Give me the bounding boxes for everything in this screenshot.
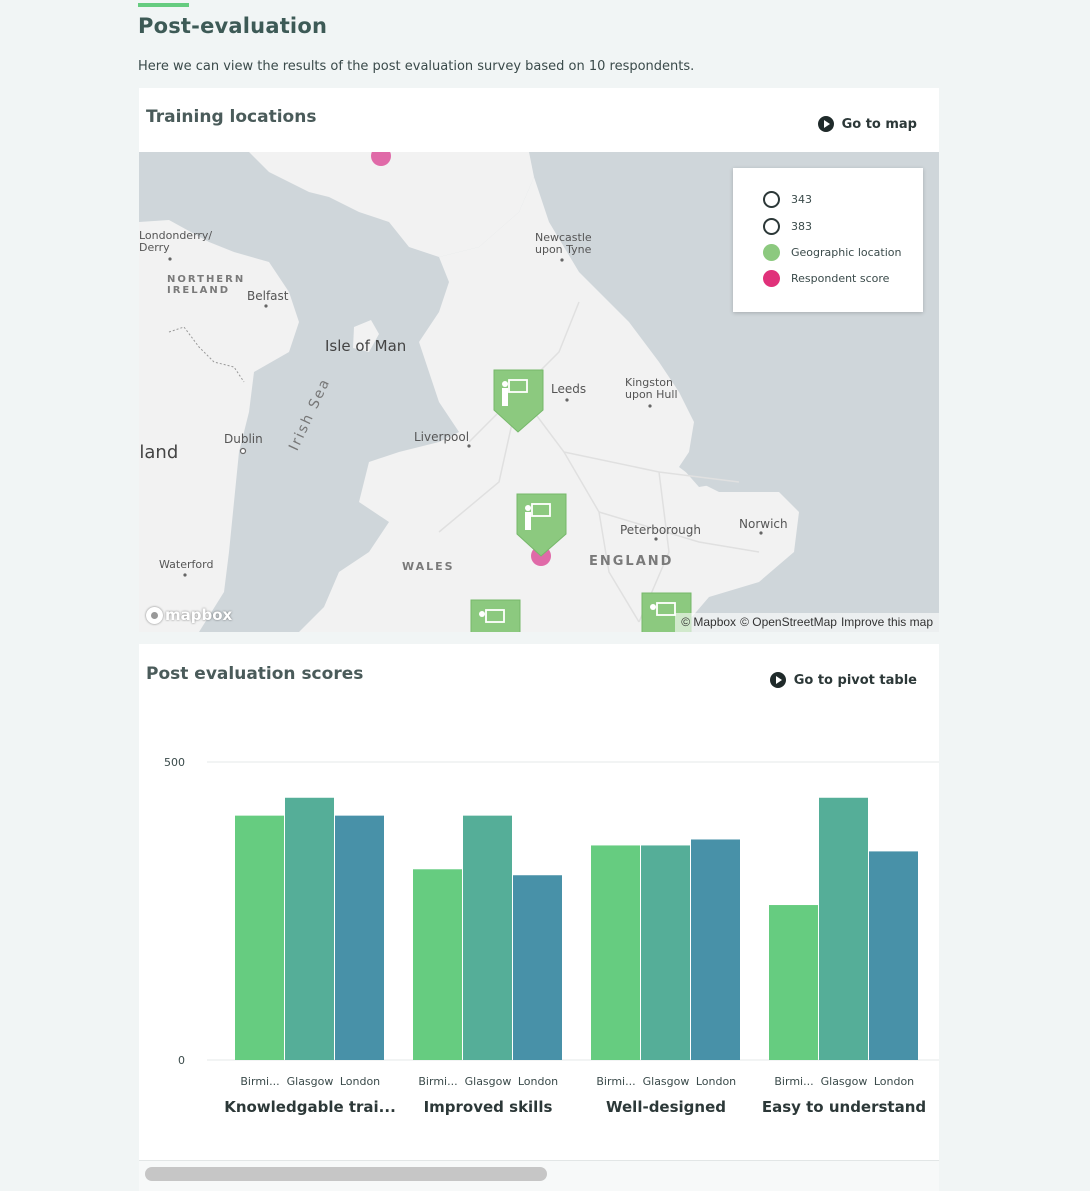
england-wales-land <box>299 177 799 632</box>
map-label-londonderry: Londonderry/ Derry <box>139 229 213 255</box>
map-label-peterborough: Peterborough <box>620 523 702 537</box>
y-tick-label: 0 <box>178 1054 185 1067</box>
bar-category-label: Glasgow <box>465 1075 512 1088</box>
map-label-norwich: Norwich <box>739 517 788 531</box>
bar-category-label: London <box>518 1075 558 1088</box>
legend-item-343[interactable]: 343 <box>763 191 812 208</box>
city-dots <box>168 257 763 577</box>
bar-category-label: Glasgow <box>643 1075 690 1088</box>
map-label-leeds: Leeds <box>551 382 587 396</box>
location-pin-leeds <box>493 369 544 433</box>
improve-map-link[interactable]: Improve this map <box>840 615 933 629</box>
scrollbar-thumb[interactable] <box>145 1167 547 1181</box>
bar-category-label: Birmi... <box>596 1075 635 1088</box>
legend-outline-circle-icon <box>763 191 780 208</box>
legend-green-circle-icon <box>763 244 780 261</box>
bar <box>641 845 690 1060</box>
bar-category-label: Birmi... <box>418 1075 457 1088</box>
ni-border <box>168 326 245 383</box>
map-label-northern-ireland: NORTHERN IRELAND <box>167 274 246 296</box>
bar <box>413 869 462 1060</box>
mapbox-logo-text: mapbox <box>165 606 233 624</box>
go-to-pivot-table-link[interactable]: Go to pivot table <box>769 672 917 688</box>
bar-category-label: Glasgow <box>287 1075 334 1088</box>
post-evaluation-scores-card: Post evaluation scores Go to pivot table… <box>139 644 939 1160</box>
training-locations-card: Training locations Go to map <box>139 88 939 632</box>
map-label-dublin: Dublin <box>224 432 263 446</box>
location-pin-birmingham <box>516 493 567 557</box>
group-label: Easy to understand <box>762 1098 926 1116</box>
map-label-wales: WALES <box>402 560 455 573</box>
map-label-liverpool: Liverpool <box>414 430 470 444</box>
mapbox-icon <box>146 606 163 624</box>
bar <box>869 851 918 1060</box>
mapbox-logo[interactable]: mapbox <box>146 606 232 624</box>
legend-label: 383 <box>791 220 812 233</box>
title-accent-bar <box>138 3 189 7</box>
bar <box>591 845 640 1060</box>
legend-item-respondent-score[interactable]: Respondent score <box>763 270 889 287</box>
isle-of-man-land <box>353 320 379 352</box>
map-label-newcastle: Newcastle upon Tyne <box>535 231 592 257</box>
bar-category-label: London <box>340 1075 380 1088</box>
map-label-waterford: Waterford <box>159 558 214 571</box>
bar-category-label: London <box>874 1075 914 1088</box>
legend-item-geographic-location[interactable]: Geographic location <box>763 244 901 261</box>
the-wash <box>684 452 729 487</box>
map-label-england: ENGLAND <box>589 554 674 569</box>
bar <box>691 839 740 1060</box>
map-label-ireland: Ireland <box>139 442 179 463</box>
ireland-land <box>139 220 299 632</box>
bar-category-label: Birmi... <box>240 1075 279 1088</box>
bar <box>335 815 384 1060</box>
legend-pink-circle-icon <box>763 270 780 287</box>
map-view[interactable]: Londonderry/ Derry NORTHERN IRELAND Belf… <box>139 152 939 632</box>
map-label-isle-of-man: Isle of Man <box>325 337 407 355</box>
scotland-land <box>249 152 534 257</box>
map-legend: 343 383 Geographic location Respondent s… <box>733 168 923 312</box>
legend-label: Respondent score <box>791 272 890 285</box>
play-circle-icon <box>769 672 786 688</box>
map-card-title: Training locations <box>146 107 317 127</box>
legend-label: Geographic location <box>791 246 902 259</box>
respondent-score-marker <box>371 152 391 166</box>
play-circle-icon <box>817 116 834 132</box>
go-to-pivot-table-label: Go to pivot table <box>793 672 917 688</box>
osm-attribution-link[interactable]: © OpenStreetMap <box>740 615 837 629</box>
page-title: Post-evaluation <box>138 14 328 38</box>
mapbox-attribution-link[interactable]: © Mapbox <box>681 615 737 629</box>
bar-category-label: Birmi... <box>774 1075 813 1088</box>
bar <box>819 797 868 1060</box>
map-attribution: © Mapbox © OpenStreetMap Improve this ma… <box>675 613 939 632</box>
map-label-kingston: Kingston upon Hull <box>625 376 678 402</box>
chart-card-title: Post evaluation scores <box>146 664 364 684</box>
bar <box>513 875 562 1060</box>
bar-chart: 0 500 Birmi... Glasgow London Knowledgable tr… <box>164 756 939 1116</box>
map-label-belfast: Belfast <box>247 289 289 303</box>
horizontal-scrollbar[interactable] <box>139 1160 939 1191</box>
bar <box>769 905 818 1060</box>
go-to-map-link[interactable]: Go to map <box>817 116 917 132</box>
bar <box>235 815 284 1060</box>
group-label: Improved skills <box>424 1098 553 1116</box>
go-to-map-label: Go to map <box>841 116 917 132</box>
bar-category-label: Glasgow <box>821 1075 868 1088</box>
group-label: Knowledgable trai... <box>224 1098 396 1116</box>
page-description: Here we can view the results of the post… <box>138 59 695 74</box>
legend-label: 343 <box>791 193 812 206</box>
group-label: Well-designed <box>606 1098 726 1116</box>
bar <box>285 797 334 1060</box>
y-tick-label: 500 <box>164 756 185 769</box>
legend-outline-circle-icon <box>763 218 780 235</box>
bar-category-label: London <box>696 1075 736 1088</box>
location-pin-cardiff <box>470 599 521 632</box>
map-canvas <box>139 152 799 632</box>
legend-item-383[interactable]: 383 <box>763 218 812 235</box>
bar <box>463 815 512 1060</box>
